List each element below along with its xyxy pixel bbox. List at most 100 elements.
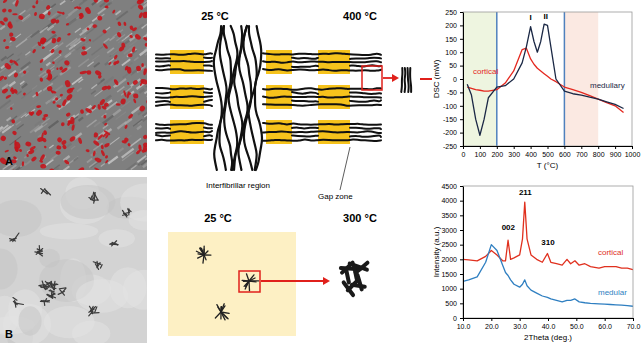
texture [116,11,127,19]
texture [132,107,140,113]
texture [104,38,110,42]
texture [146,93,147,97]
speck [13,301,16,304]
red-spot [94,69,102,76]
red-spot [12,13,18,15]
speck [95,307,97,312]
texture [71,0,78,1]
red-spot [104,155,108,159]
tick-label: -100 [443,103,457,110]
red-spot [101,105,107,110]
figure: AB25 °C400 °CInterfibrillar regionGap zo… [0,0,641,343]
red-spot [93,0,99,3]
tick: 0 [453,315,463,322]
texture [86,39,91,42]
red-spot [80,109,85,114]
tick-mark [460,39,463,40]
tick: 3000 [441,227,463,234]
red-spot [12,60,19,67]
texture [20,81,24,84]
red-spot [142,134,147,140]
panel-label: A [5,155,13,167]
tick-mark [460,274,463,275]
red-spot [132,79,139,85]
y-axis: 050010001500200025003000350040004500 [441,183,463,322]
red-spot [35,92,39,97]
series-label: medullary [590,81,625,90]
axis-line [463,13,464,147]
red-spot [144,43,147,48]
red-spot [26,154,29,157]
fibril [410,68,411,92]
red-spot [97,134,104,141]
temperature-label: 25 °C [201,10,229,22]
fibril [292,92,318,94]
speck [94,193,95,198]
y-axis: -250-200-150-100-50050100150200250 [443,9,464,150]
fibril [156,131,212,133]
fibril [156,65,170,66]
tick-label: 30.0 [513,323,527,330]
texture [117,87,124,92]
crystal-ray [196,251,204,255]
texture [1,57,6,61]
speck [123,214,127,216]
red-spot [25,141,32,147]
speck [13,239,14,242]
tick-mark [460,201,463,202]
texture [17,124,24,129]
tick: 1000 [441,285,463,292]
tick: -100 [443,103,463,110]
texture [18,53,22,56]
tick: 10.0 [457,318,471,330]
texture [73,97,80,102]
fibril [156,92,170,95]
tick-mark [460,133,463,134]
texture [40,223,99,239]
red-spot [127,82,130,86]
texture [139,89,144,93]
tick-mark [548,146,549,149]
texture [0,128,5,134]
chart: 10.020.030.040.050.060.070.0050010001500… [432,183,641,342]
tick: 50.0 [570,318,584,330]
temperature-label: 300 °C [343,212,377,224]
tick-mark [576,318,577,321]
speck [45,286,47,288]
tick: 0 [453,76,463,83]
red-spot [1,8,7,13]
micrograph-a [0,0,147,170]
tick: -150 [443,116,463,123]
texture [26,8,32,12]
tick-label: 100 [445,49,457,56]
crystal-ray [218,307,221,312]
tick-label: -50 [447,89,457,96]
tick-mark [632,146,633,149]
fibril [292,135,318,136]
red-spot [3,38,7,42]
tick-label: 0 [453,315,457,322]
peak-label: 211 [519,188,532,197]
fibril [204,64,212,67]
texture [143,115,147,121]
texture [9,82,15,87]
tick: 500 [445,300,463,307]
red-spot [5,94,12,99]
texture [94,122,100,127]
red-spot [129,34,134,39]
speck [47,283,56,285]
diagram-label: Interfibrillar region [206,181,270,190]
tick-mark [460,289,463,290]
texture [104,77,113,84]
fibril [350,128,381,129]
red-spot [3,17,8,22]
interfibrillar-strand [229,26,238,170]
tick-label: 70.0 [627,323,641,330]
texture [7,54,14,59]
tick: 600 [559,146,571,158]
red-spot [44,145,47,148]
plot-area [463,202,633,306]
red-spot [126,91,130,99]
vertical-line [496,12,498,146]
texture [76,44,85,50]
